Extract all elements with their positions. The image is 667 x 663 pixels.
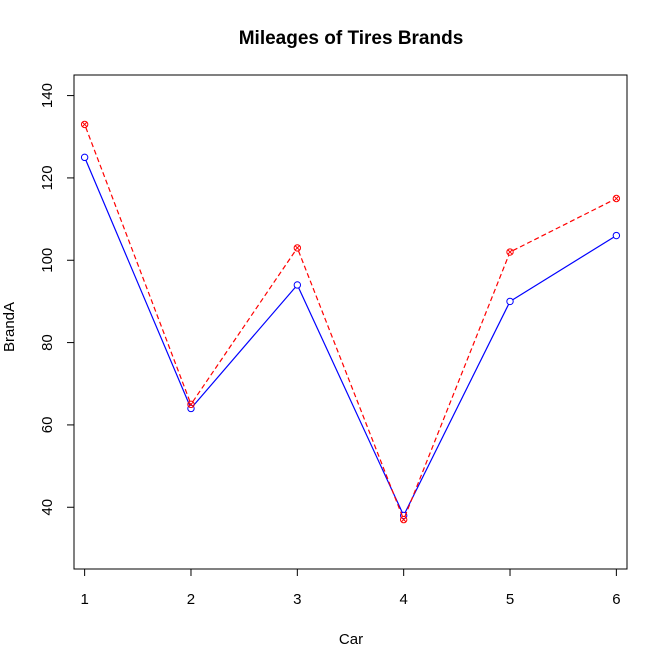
series-2-point-cross [188, 401, 194, 407]
chart-title: Mileages of Tires Brands [239, 28, 464, 49]
y-tick-label: 40 [39, 499, 56, 516]
x-tick-label: 6 [612, 591, 620, 608]
series-2-point [612, 194, 621, 203]
series-1-segment [85, 160, 191, 406]
series-2-segment [297, 250, 404, 517]
x-tick-label: 2 [187, 591, 195, 608]
series-1-segment [512, 236, 614, 301]
series-2-segment [404, 254, 510, 517]
series-2-segment [512, 199, 614, 252]
y-tick-label: 120 [39, 165, 56, 190]
series-1-point [293, 281, 302, 289]
x-tick-label: 1 [80, 591, 88, 608]
x-tick-label: 3 [293, 591, 301, 608]
series-1-segment [404, 304, 510, 513]
series-2-point [506, 248, 514, 256]
series-2-segment [192, 250, 297, 403]
x-axis: 1 2 3 4 5 6 [80, 568, 621, 608]
series-2-point-cross [613, 195, 620, 202]
series-2-point-cross [294, 245, 300, 251]
y-axis: 40 60 80 100 120 140 [39, 83, 75, 516]
series-2-point [293, 244, 302, 252]
series-1-point [612, 231, 621, 240]
x-axis-label: Car [339, 631, 363, 648]
x-tick-label: 4 [400, 591, 408, 608]
series-1-point [506, 297, 514, 306]
series-1-segment [192, 286, 296, 407]
series-2-point-cross [401, 516, 407, 523]
series-1-point [399, 511, 408, 520]
series-layer [80, 120, 621, 524]
series-2-point-cross [81, 121, 88, 128]
plot-frame [73, 74, 628, 570]
series-1-segment [298, 287, 403, 513]
y-tick-label: 60 [39, 417, 56, 434]
series-2-point [187, 400, 195, 409]
y-axis-label: BrandA [1, 302, 18, 352]
y-tick-label: 140 [39, 83, 56, 108]
series-2-segment [85, 127, 191, 402]
series-2-point [399, 515, 408, 524]
series-2-point [80, 120, 89, 129]
series-2-point-cross [507, 249, 513, 255]
series-2 [80, 120, 621, 524]
series-1-point [187, 404, 195, 413]
x-tick-label: 5 [506, 591, 514, 608]
series-1 [80, 153, 621, 520]
y-tick-label: 80 [39, 334, 56, 351]
y-tick-label: 100 [39, 248, 56, 273]
series-1-point [80, 153, 89, 162]
